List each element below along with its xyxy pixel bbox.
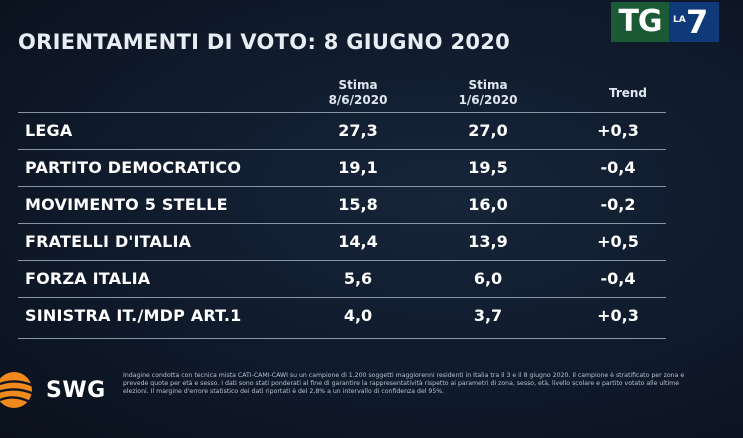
column-header-label: Stima [468,78,508,92]
estimate-previous: 3,7 [473,306,503,325]
estimate-current: 14,4 [338,232,378,251]
column-header-label: Stima [338,78,378,92]
row-divider [18,223,666,224]
table-row-lega: LEGA 27,3 27,0 +0,3 [18,112,666,148]
estimate-current: 19,1 [338,158,378,177]
row-divider [18,297,666,298]
table-row-fi: FORZA ITALIA 5,6 6,0 -0,4 [18,260,666,296]
table-bottom-divider [18,338,666,339]
party-name: PARTITO DEMOCRATICO [25,158,242,177]
estimate-current: 27,3 [338,121,378,140]
swg-logo-text: SWG [46,378,106,403]
trend-value: -0,4 [600,158,636,177]
column-header-date: 1/6/2020 [458,93,518,107]
party-name: FRATELLI D'ITALIA [25,232,192,251]
table-row-fdi: FRATELLI D'ITALIA 14,4 13,9 +0,5 [18,223,666,259]
trend-value: -0,4 [600,269,636,288]
party-name: LEGA [25,121,73,140]
column-header-trend: Trend [608,86,648,100]
estimate-current: 5,6 [343,269,373,288]
table-row-pd: PARTITO DEMOCRATICO 19,1 19,5 -0,4 [18,149,666,185]
column-header-stima-previous: Stima 1/6/2020 [448,78,528,108]
estimate-previous: 16,0 [468,195,508,214]
la7-logo: LA 7 [669,2,719,42]
trend-value: +0,5 [597,232,639,251]
row-divider [18,260,666,261]
trend-value: -0,2 [600,195,636,214]
party-name: SINISTRA IT./MDP ART.1 [25,306,242,325]
la7-logo-la: LA [673,15,686,25]
row-divider [18,112,666,113]
estimate-previous: 13,9 [468,232,508,251]
table-row-sinistra: SINISTRA IT./MDP ART.1 4,0 3,7 +0,3 [18,297,666,333]
survey-footnote: Indagine condotta con tecnica mista CATI… [123,372,685,395]
party-name: FORZA ITALIA [25,269,151,288]
estimate-current: 4,0 [343,306,373,325]
party-name: MOVIMENTO 5 STELLE [25,195,228,214]
estimate-previous: 27,0 [468,121,508,140]
estimate-previous: 19,5 [468,158,508,177]
tg-logo: TG [611,2,669,42]
page-title: ORIENTAMENTI DI VOTO: 8 GIUGNO 2020 [18,30,511,54]
column-header-stima-current: Stima 8/6/2020 [318,78,398,108]
column-header-date: 8/6/2020 [328,93,388,107]
swg-logo-icon [0,372,35,408]
trend-value: +0,3 [597,121,639,140]
estimate-current: 15,8 [338,195,378,214]
estimate-previous: 6,0 [473,269,503,288]
row-divider [18,149,666,150]
la7-logo-seven: 7 [686,3,709,41]
row-divider [18,186,666,187]
trend-value: +0,3 [597,306,639,325]
table-row-m5s: MOVIMENTO 5 STELLE 15,8 16,0 -0,2 [18,186,666,222]
